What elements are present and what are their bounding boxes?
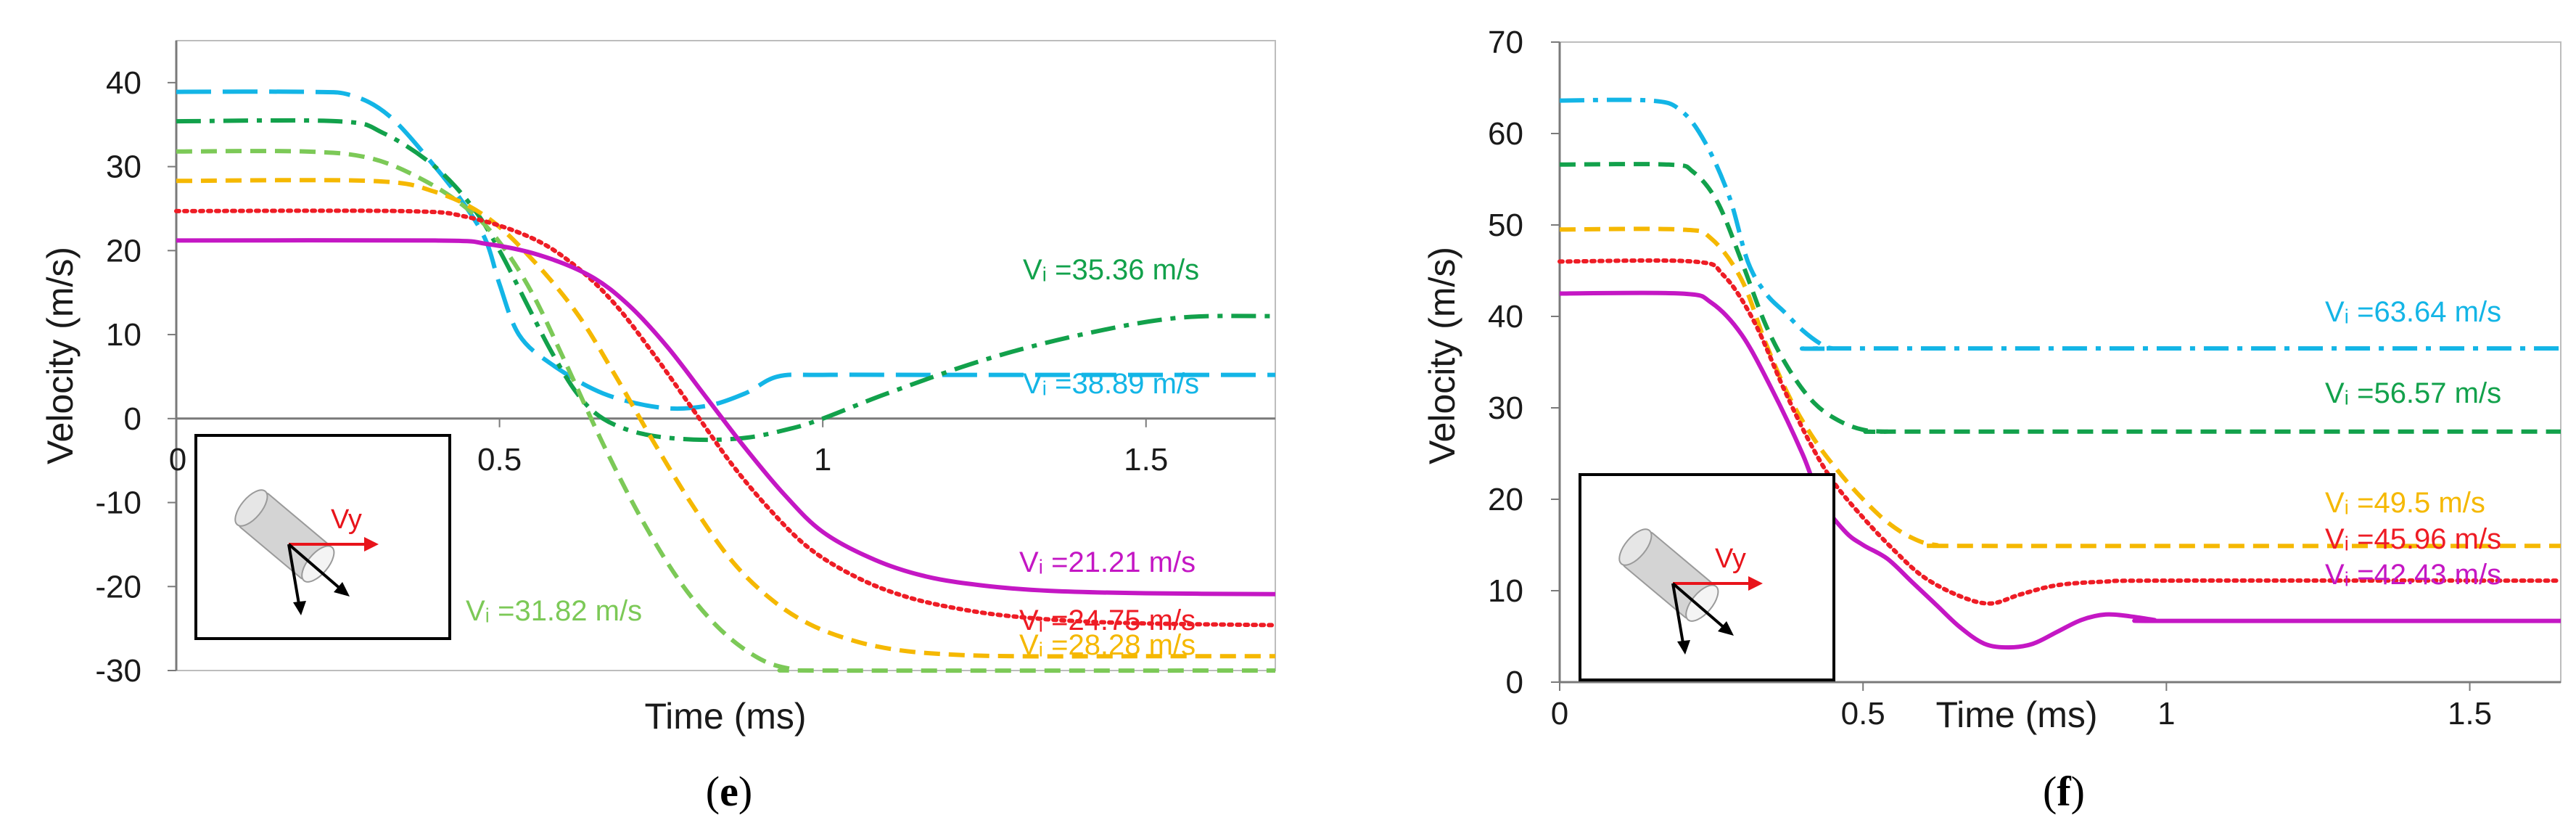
caption-paren-close: ) [738, 768, 752, 815]
vertical-arrow-head [1677, 640, 1690, 655]
series-label: Vᵢ =35.36 m/s [1023, 254, 1199, 286]
cylinder-face [301, 545, 335, 583]
series-label: Vᵢ =31.82 m/s [466, 595, 642, 627]
series-label: Vᵢ =38.89 m/s [1023, 368, 1199, 400]
cylinder-face [1685, 584, 1719, 622]
series-line-2 [1559, 162, 2561, 434]
series-label: Vᵢ =45.96 m/s [2325, 523, 2501, 555]
caption-paren-open: ( [2043, 768, 2057, 815]
normal-arrow-shaft [287, 543, 342, 591]
y-tick-label: 40 [106, 65, 141, 101]
x-tick-label: 0 [169, 442, 186, 477]
normal-arrow-head [334, 582, 350, 597]
x-axis-title: Time (ms) [1935, 694, 2097, 735]
y-tick-label: 20 [106, 233, 141, 269]
x-tick-label: 0.5 [477, 442, 522, 477]
x-tick-label: 1 [814, 442, 831, 477]
series-line-6 [176, 238, 1276, 597]
inset-diagram: Vy [194, 434, 451, 640]
vy-label: Vy [1715, 544, 1746, 574]
series-line-4 [1557, 258, 2563, 606]
normal-arrow-head [1718, 621, 1734, 636]
y-tick-label: -20 [95, 569, 141, 604]
caption-letter: f [2057, 768, 2071, 815]
chart-panel-e: -30 -20 -10 0 10 20 30 40 0 0.5 1 1.5 Velocity (m/s)… [40, 40, 1277, 815]
y-tick-label: 10 [1488, 573, 1523, 609]
y-tick-label: 0 [1506, 665, 1523, 700]
series-label: Vᵢ =63.64 m/s [2325, 296, 2501, 328]
series-group [174, 89, 1277, 673]
x-tick-label: 1 [2157, 696, 2175, 731]
y-axis-title: Velocity (m/s) [1422, 247, 1462, 464]
x-tick-label: 1.5 [2448, 696, 2492, 731]
y-tick-label: 30 [106, 149, 141, 185]
y-tick-label: 50 [1488, 208, 1523, 243]
caption-paren-open: ( [706, 768, 720, 815]
axes: -30 -20 -10 0 10 20 30 40 0 0.5 1 1.5 [95, 40, 1276, 689]
y-tick-label: 40 [1488, 299, 1523, 335]
chart-panel-f: 0 10 20 30 40 50 60 70 0 0.5 1 1.5 Velocity (m/s) Tim… [1422, 25, 2563, 815]
vy-arrow-head [364, 537, 379, 552]
series-line-3 [176, 149, 1276, 673]
y-tick-label: 30 [1488, 390, 1523, 426]
vy-arrow-head [1748, 576, 1763, 591]
panel-caption: (f) [2043, 768, 2085, 815]
y-tick-label: 10 [106, 317, 141, 353]
y-tick-label: 70 [1488, 25, 1523, 60]
series-line-2 [176, 118, 1276, 443]
cylinder-icon [1618, 528, 1719, 622]
x-tick-label: 0.5 [1841, 696, 1885, 731]
cylinder-end [1618, 528, 1653, 566]
cylinder-icon [234, 489, 335, 583]
series-line-1 [1559, 97, 2561, 351]
vertical-arrow-shaft [287, 544, 300, 604]
y-tick-label: -10 [95, 485, 141, 521]
x-axis-title: Time (ms) [644, 696, 806, 737]
y-tick-label: 0 [124, 401, 141, 437]
series-group [1557, 97, 2563, 650]
inset-frame [1579, 473, 1835, 681]
series-line-5 [1559, 290, 2561, 650]
series-line-5 [174, 208, 1277, 628]
series-label: Vᵢ =42.43 m/s [2325, 559, 2501, 591]
y-tick-label: -30 [95, 653, 141, 689]
series-label: Vᵢ =24.75 m/s [1019, 604, 1196, 636]
series-label: Vᵢ =28.28 m/s [1019, 629, 1196, 661]
panel-caption: (e) [706, 768, 752, 815]
vertical-arrow-head [293, 601, 306, 615]
series-line-1 [176, 89, 1275, 411]
inset-diagram: Vy [1579, 473, 1835, 681]
y-tick-label: 20 [1488, 482, 1523, 517]
series-label: Vᵢ =21.21 m/s [1019, 546, 1196, 578]
normal-arrow-shaft [1671, 582, 1727, 630]
y-tick-label: 60 [1488, 116, 1523, 152]
series-label: Vᵢ =49.5 m/s [2325, 487, 2485, 519]
axes: 0 10 20 30 40 50 60 70 0 0.5 1 1.5 [1488, 25, 2561, 731]
vertical-arrow-shaft [1671, 583, 1684, 644]
vy-label: Vy [331, 504, 362, 535]
x-tick-label: 0 [1551, 696, 1568, 731]
caption-letter: e [720, 768, 738, 815]
series-line-4 [176, 178, 1275, 659]
x-tick-label: 1.5 [1124, 442, 1168, 477]
series-label: Vᵢ =56.57 m/s [2325, 377, 2501, 409]
inset-frame [194, 434, 451, 640]
y-axis-title: Velocity (m/s) [40, 247, 81, 464]
caption-paren-close: ) [2071, 768, 2085, 815]
cylinder-end [234, 489, 268, 527]
